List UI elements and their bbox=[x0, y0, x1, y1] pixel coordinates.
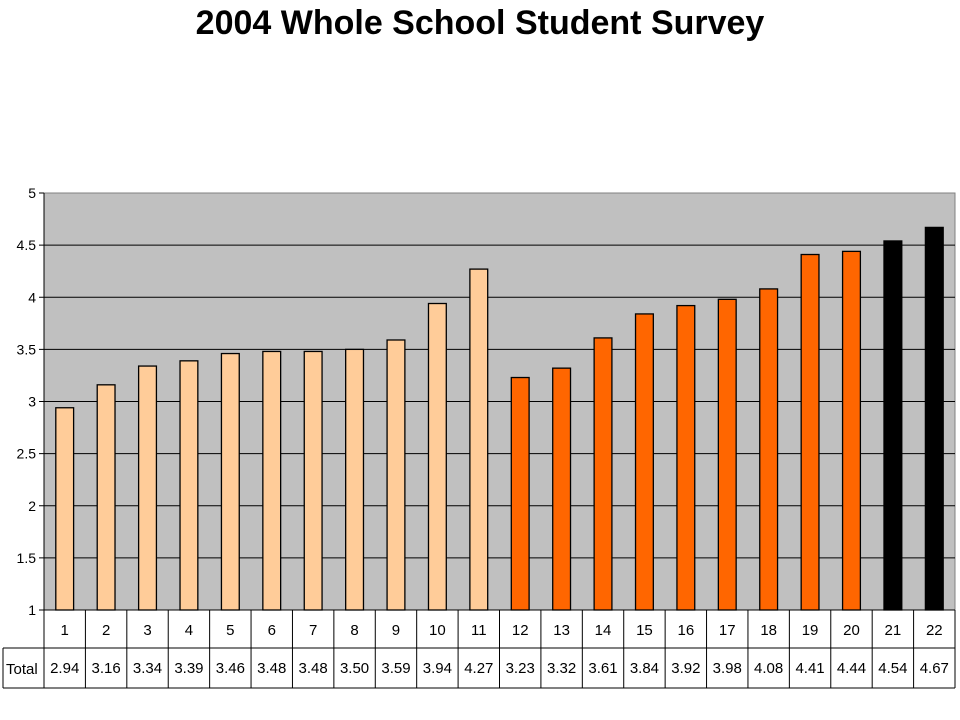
bar bbox=[303, 350, 323, 611]
data-label: 4.08 bbox=[754, 660, 783, 677]
data-label: 3.98 bbox=[713, 660, 742, 677]
bar bbox=[800, 253, 820, 611]
bar bbox=[924, 226, 944, 611]
bar bbox=[345, 348, 365, 611]
bar bbox=[883, 240, 903, 611]
bar bbox=[510, 376, 530, 611]
bar bbox=[220, 352, 240, 611]
y-tick-label: 2 bbox=[28, 498, 36, 514]
data-label: 3.50 bbox=[340, 660, 369, 677]
bar bbox=[55, 407, 75, 611]
bar bbox=[634, 313, 654, 611]
category-label: 22 bbox=[926, 622, 943, 639]
category-label: 1 bbox=[61, 622, 69, 639]
data-label: 3.84 bbox=[630, 660, 659, 677]
category-label: 14 bbox=[595, 622, 612, 639]
data-label: 4.44 bbox=[837, 660, 866, 677]
bar bbox=[386, 339, 406, 611]
category-label: 7 bbox=[309, 622, 317, 639]
category-label: 11 bbox=[471, 622, 487, 639]
data-label: 2.94 bbox=[50, 660, 79, 677]
category-label: 12 bbox=[512, 622, 529, 639]
y-tick-label: 1.5 bbox=[17, 550, 37, 566]
bar bbox=[179, 360, 199, 611]
data-label: 3.16 bbox=[92, 660, 121, 677]
category-label: 3 bbox=[143, 622, 151, 639]
category-label: 20 bbox=[843, 622, 860, 639]
series-name-label: Total bbox=[6, 661, 38, 678]
category-label: 16 bbox=[677, 622, 694, 639]
category-label: 18 bbox=[760, 622, 777, 639]
data-label: 3.48 bbox=[299, 660, 328, 677]
category-label: 2 bbox=[102, 622, 110, 639]
data-label: 3.23 bbox=[506, 660, 535, 677]
data-label: 4.27 bbox=[464, 660, 493, 677]
bar bbox=[552, 367, 572, 611]
category-label: 9 bbox=[392, 622, 400, 639]
bar bbox=[469, 268, 489, 611]
bar bbox=[717, 298, 737, 611]
data-label: 3.92 bbox=[671, 660, 700, 677]
data-label: 3.34 bbox=[133, 660, 162, 677]
category-label: 17 bbox=[719, 622, 736, 639]
category-label: 21 bbox=[885, 622, 902, 639]
category-label: 10 bbox=[429, 622, 446, 639]
data-label: 4.54 bbox=[878, 660, 907, 677]
data-label: 3.59 bbox=[381, 660, 410, 677]
data-label: 3.94 bbox=[423, 660, 452, 677]
bar bbox=[262, 350, 282, 611]
y-tick-label: 3.5 bbox=[17, 341, 37, 357]
data-label: 4.67 bbox=[920, 660, 949, 677]
data-label: 4.41 bbox=[795, 660, 824, 677]
data-label: 3.39 bbox=[174, 660, 203, 677]
category-label: 15 bbox=[636, 622, 653, 639]
category-label: 5 bbox=[226, 622, 234, 639]
y-tick-label: 3 bbox=[28, 394, 36, 410]
bar bbox=[593, 337, 613, 611]
category-label: 4 bbox=[185, 622, 193, 639]
y-tick-label: 5 bbox=[28, 185, 36, 201]
chart-title: 2004 Whole School Student Survey bbox=[195, 4, 765, 42]
bar bbox=[759, 288, 779, 611]
y-tick-label: 4 bbox=[28, 289, 36, 305]
bar bbox=[841, 250, 862, 611]
category-label: 13 bbox=[553, 622, 570, 639]
y-tick-label: 1 bbox=[28, 602, 36, 618]
bar bbox=[96, 384, 116, 611]
data-label: 3.46 bbox=[216, 660, 245, 677]
bar bbox=[676, 304, 696, 611]
category-label: 19 bbox=[802, 622, 819, 639]
category-label: 8 bbox=[350, 622, 358, 639]
data-label: 3.61 bbox=[588, 660, 617, 677]
data-label: 3.48 bbox=[257, 660, 286, 677]
data-label: 3.32 bbox=[547, 660, 576, 677]
bar bbox=[427, 302, 447, 611]
bar bbox=[137, 365, 158, 611]
y-tick-label: 2.5 bbox=[17, 446, 37, 462]
y-tick-label: 4.5 bbox=[17, 237, 37, 253]
category-label: 6 bbox=[268, 622, 276, 639]
